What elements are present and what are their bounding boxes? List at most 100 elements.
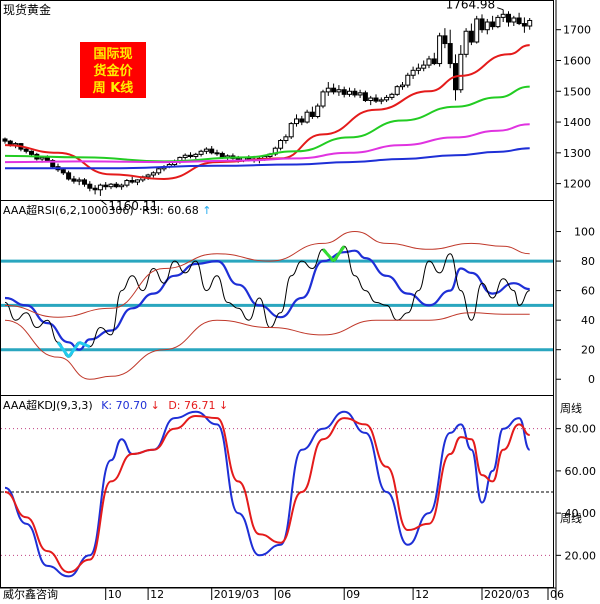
time-tick-label: 10 (108, 588, 122, 600)
price-y-tick-label: 1700 (563, 24, 591, 37)
candle-body (29, 150, 34, 155)
moving-average-line (4, 44, 530, 181)
time-tick-label: 2020/03 (484, 588, 530, 600)
kdj-d-arrow: ↓ (219, 399, 228, 412)
price-y-tick-label: 1200 (563, 178, 591, 191)
price-annotations: 1764.98 1160.11 (100, 0, 504, 213)
candle-body (373, 97, 379, 102)
candle-body (129, 180, 135, 183)
candle-body (447, 43, 453, 65)
candle-body (304, 111, 310, 123)
candle-body (50, 160, 56, 168)
candle-body (415, 67, 421, 71)
kdj-d-line (4, 414, 530, 574)
candle-body (431, 58, 437, 65)
price-y-axis: 1200 1300 1400 1500 1600 1700 (556, 24, 591, 191)
price-y-tick-label: 1500 (563, 85, 591, 98)
candle-body (87, 183, 93, 189)
rsi-oversold-segment (67, 341, 81, 358)
rsi-y-tick-label: 60 (581, 285, 595, 298)
candle-body (288, 123, 294, 138)
time-tick-label: 09 (346, 588, 360, 600)
candle-body (394, 86, 400, 95)
candle-body (23, 148, 29, 152)
candle-body (506, 13, 511, 23)
moving-average-line (4, 123, 530, 164)
rsi-oversold-segment (78, 340, 91, 349)
candle-body (145, 174, 151, 178)
time-tick-label: 06 (277, 588, 291, 600)
rsi-y-tick-label: 40 (581, 314, 595, 327)
kdj-side-label-bottom: 周线 (560, 511, 582, 525)
source-label: 威尔鑫咨询 (3, 587, 58, 600)
candle-body (92, 187, 98, 191)
price-y-tick-label: 1300 (563, 147, 591, 160)
low-annotation-pointer (100, 199, 107, 206)
badge-line-1: 国际现 (93, 47, 132, 62)
kdj-k-label: K: 70.70 (101, 399, 147, 412)
rsi-reference-lines (1, 259, 553, 352)
rsi-title-text: AAA超RSI(6,2,1000306) (3, 203, 134, 217)
kdj-y-axis: 20.00 40.00 60.00 80.00 (556, 423, 597, 562)
candle-body (278, 140, 284, 149)
time-tick-label: 2019/03 (214, 588, 260, 600)
candle-body (336, 89, 342, 93)
candle-body (82, 179, 87, 185)
rsi-overbought-segment (321, 248, 335, 263)
candle-body (368, 97, 374, 101)
candle-body (119, 184, 125, 188)
chart-title: 现货黄金 (3, 2, 51, 17)
candle-body (484, 21, 490, 31)
candle-body (283, 136, 289, 142)
rsi-rsi-slow-line (4, 245, 530, 358)
rsi-y-tick-label: 80 (581, 255, 595, 268)
kdj-k-line (4, 410, 531, 578)
rsi-y-tick-label: 0 (588, 373, 595, 386)
time-axis: 10 12 2019/03 06 09 12 2020/03 06 (105, 588, 564, 601)
candle-body (521, 23, 527, 27)
candle-body (331, 87, 337, 93)
candle-body (341, 89, 347, 95)
candle-body (511, 17, 517, 23)
candle-body (437, 35, 443, 65)
kdj-y-tick-label: 80.00 (565, 423, 597, 436)
candle-body (479, 18, 485, 31)
rsi-y-axis: 0 20 40 60 80 100 (556, 226, 595, 386)
candle-body (150, 172, 156, 176)
rsi-title: AAA超RSI(6,2,1000306) RSI: 60.68 ↑ (3, 203, 211, 217)
high-annotation-label: 1764.98 (446, 0, 496, 12)
candle-body (97, 184, 103, 191)
candle-body (193, 153, 199, 158)
candle-body (2, 138, 8, 142)
price-moving-averages (4, 44, 530, 181)
candle-body (325, 87, 331, 93)
candle-body (384, 96, 390, 101)
moving-average-line (5, 147, 530, 170)
candle-body (400, 84, 405, 88)
candle-body (362, 92, 368, 101)
low-annotation-label: 1160.11 (108, 199, 158, 213)
candle-body (347, 90, 352, 95)
candle-body (299, 118, 305, 123)
candle-body (410, 69, 416, 76)
high-annotation-pointer (497, 7, 504, 11)
rsi-series (4, 230, 530, 380)
rsi-rsi-fast-line (4, 249, 530, 351)
candle-body (463, 30, 469, 55)
candle-body (219, 152, 225, 158)
rsi-overbought-segment (332, 245, 346, 262)
candle-body (352, 90, 358, 96)
kdj-side-label-top: 周线 (560, 401, 582, 415)
rsi-oversold-segment (56, 341, 70, 358)
candle-body (76, 179, 82, 182)
rsi-y-tick-label: 100 (574, 226, 595, 239)
price-y-tick-label: 1400 (563, 116, 591, 129)
rsi-y-tick-label: 20 (581, 344, 595, 357)
candle-body (156, 168, 162, 174)
chart-badge: 国际现 货金价 周 K线 (80, 42, 146, 98)
kdj-y-tick-label: 20.00 (565, 549, 597, 562)
kdj-series (4, 410, 531, 578)
candle-body (357, 92, 363, 96)
kdj-d-label: D: 76.71 (168, 399, 215, 412)
candle-body (495, 16, 501, 28)
